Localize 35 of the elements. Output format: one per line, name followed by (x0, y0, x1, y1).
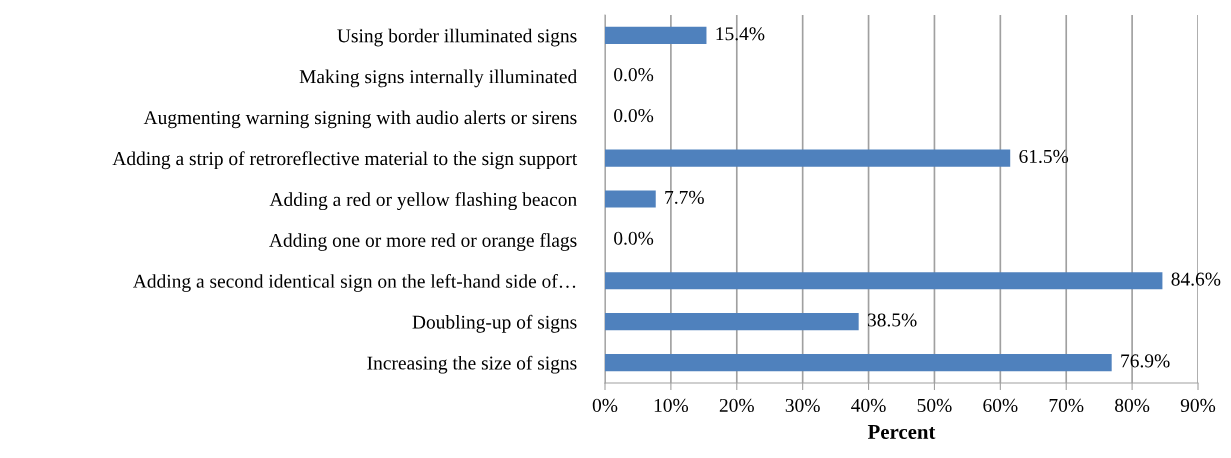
bar (605, 190, 656, 208)
data-label: 0.0% (614, 108, 654, 123)
data-label: 84.6% (1171, 272, 1221, 286)
data-label: 0.0% (614, 231, 654, 245)
data-label: 15.4% (716, 27, 765, 41)
data-label: 61.5% (1019, 149, 1069, 164)
data-label: 7.7% (665, 190, 704, 204)
x-tick-label: 80% (1115, 398, 1150, 413)
y-tick-label: Increasing the size of signs (367, 355, 577, 374)
bar (605, 313, 859, 331)
y-tick-label: Adding one or more red or orange flags (269, 233, 577, 251)
y-tick-label: Doubling-up of signs (412, 314, 577, 333)
y-tick-label: Augmenting warning signing with audio alerts or sirens (143, 110, 577, 129)
bar (605, 149, 1011, 167)
y-tick-label: Making signs internally illuminated (299, 69, 577, 88)
y-tick-label: Adding a red or yellow flashing beacon (269, 192, 577, 211)
bar (605, 353, 1112, 372)
x-tick-label: 40% (851, 398, 886, 413)
x-tick-label: 90% (1180, 398, 1216, 413)
x-tick-label: 0% (592, 398, 618, 413)
bar (605, 272, 1163, 290)
x-tick-label: 10% (654, 398, 689, 413)
data-label: 76.9% (1121, 354, 1170, 368)
x-tick-label: 30% (785, 398, 820, 413)
x-axis-title: Percent (867, 425, 936, 439)
data-label: 0.0% (614, 68, 654, 82)
y-tick-label: Using border illuminated signs (337, 28, 577, 47)
x-tick-label: 20% (719, 398, 754, 413)
y-tick-label: Adding a strip of retroreflective material to the sign support (112, 151, 578, 170)
data-label: 38.5% (867, 313, 917, 327)
x-tick-label: 50% (917, 398, 952, 413)
x-tick-label: 70% (1049, 398, 1084, 413)
x-tick-label: 60% (983, 398, 1018, 413)
y-tick-label: Adding a second identical sign on the left-hand side of… (132, 273, 576, 292)
bar (605, 26, 707, 45)
